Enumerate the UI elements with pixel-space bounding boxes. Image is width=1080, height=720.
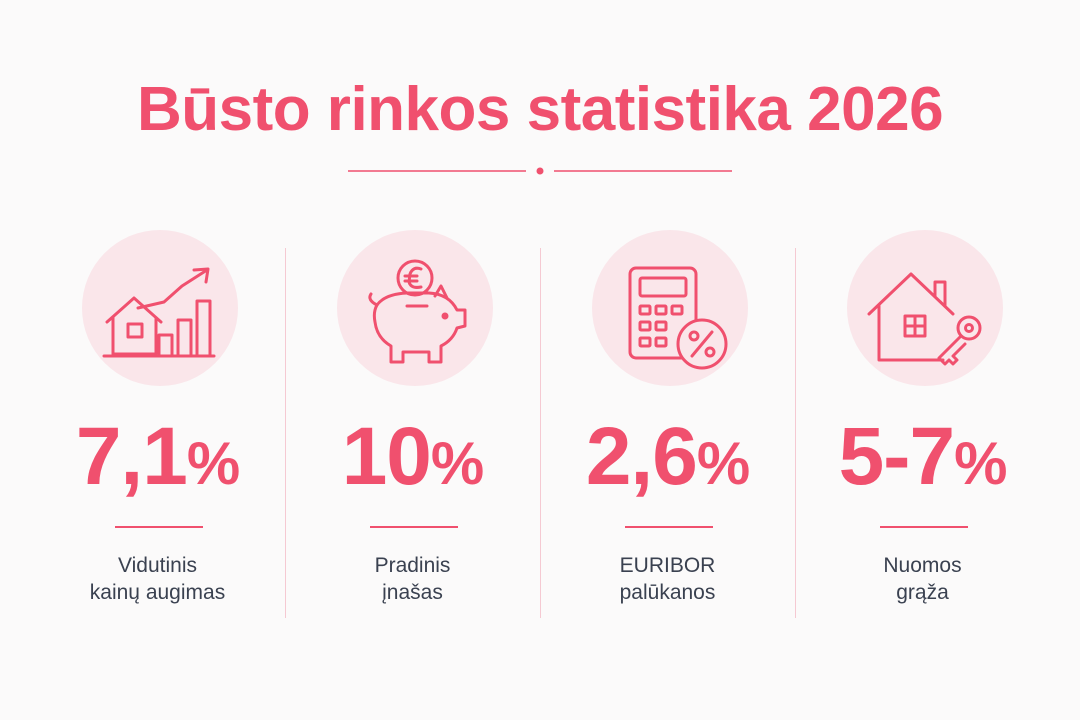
label-line-2: įnašas [382,581,443,604]
label-line-2: kainų augimas [89,581,226,604]
stats-row: 7,1% Vidutinis kainų augimas 10% [30,230,1050,620]
value-underline [880,526,968,528]
label-line-1: Vidutinis [118,554,197,577]
value-unit: % [696,430,750,497]
stat-value: 5-7% [795,416,1050,498]
stat-euribor: 2,6% EURIBOR palūkanos [540,230,795,620]
stat-label: Vidutinis kainų augimas [30,552,285,606]
stat-label: Nuomos grąža [795,552,1050,606]
value-number: 5-7 [838,411,956,502]
label-line-1: Pradinis [374,554,451,577]
house-growth-chart-icon [102,267,216,358]
column-divider [285,248,286,618]
title-ornament [348,167,732,175]
calculator-percent-icon [628,266,728,370]
stat-label: EURIBOR palūkanos [540,552,795,606]
value-underline [115,526,203,528]
icon-circle [337,230,493,386]
value-number: 2,6 [585,411,698,502]
column-divider [795,248,796,618]
icon-circle [847,230,1003,386]
value-unit: % [954,430,1007,497]
stat-value: 10% [285,416,540,498]
stat-price-growth: 7,1% Vidutinis kainų augimas [30,230,285,620]
stat-value: 7,1% [30,416,285,498]
icon-circle [592,230,748,386]
label-line-2: palūkanos [619,581,716,604]
stat-rental-yield: 5-7% Nuomos grąža [795,230,1050,620]
house-key-icon [867,272,982,366]
page-title: Būsto rinkos statistika 2026 [136,75,944,144]
value-underline [370,526,458,528]
stat-label: Pradinis įnašas [285,552,540,606]
stat-down-payment: 10% Pradinis įnašas [285,230,540,620]
value-unit: % [186,430,240,497]
label-line-1: Nuomos [883,554,962,577]
column-divider [540,248,541,618]
label-line-2: grąža [896,581,949,604]
piggy-bank-euro-icon [368,259,467,364]
value-number: 7,1 [75,411,188,502]
icon-circle [82,230,238,386]
stat-value: 2,6% [540,416,795,498]
value-number: 10 [341,411,432,502]
label-line-1: EURIBOR [619,554,716,577]
value-unit: % [430,430,484,497]
value-underline [625,526,713,528]
